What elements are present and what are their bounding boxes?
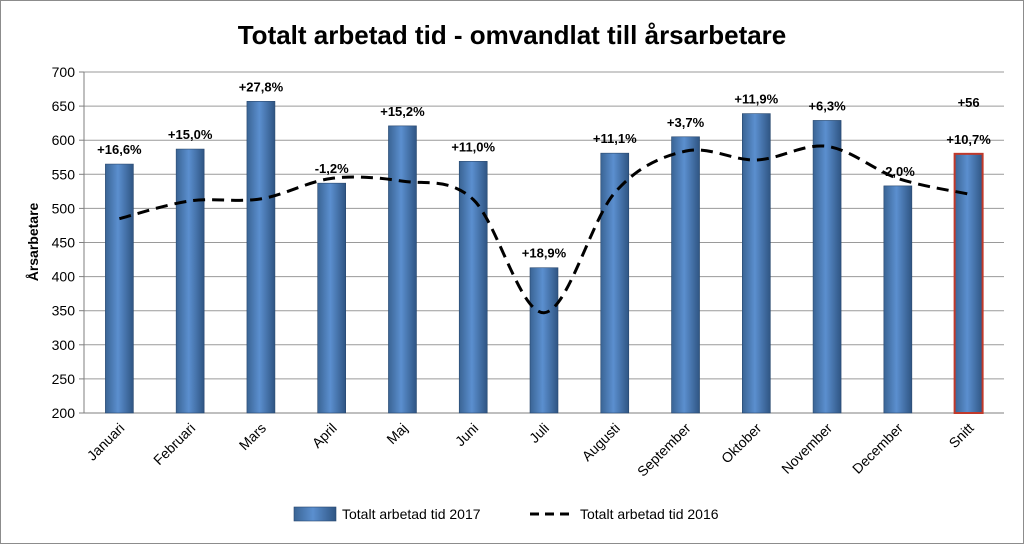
bar-maj <box>388 125 417 414</box>
bar-april <box>317 182 346 414</box>
data-label: -1,2% <box>315 161 349 176</box>
bar-december <box>883 185 913 414</box>
y-tick-label: 650 <box>52 98 76 114</box>
x-tick-label: Juni <box>452 420 481 449</box>
x-tick-label: Snitt <box>946 420 977 451</box>
data-label: +15,2% <box>380 104 425 119</box>
data-label: +27,8% <box>239 79 284 94</box>
y-tick-label: 200 <box>52 405 76 421</box>
data-label: -2,0% <box>881 164 915 179</box>
x-tick-label: April <box>309 420 340 451</box>
data-label: +3,7% <box>667 115 705 130</box>
x-tick-label: November <box>778 420 835 477</box>
data-label: +10,7% <box>946 132 991 147</box>
bar-februari <box>175 148 205 414</box>
y-tick-label: 400 <box>52 269 76 285</box>
bar-januari <box>105 163 134 414</box>
data-label: +11,1% <box>593 131 637 146</box>
data-label: +11,0% <box>451 139 495 154</box>
y-tick-label: 550 <box>52 166 76 182</box>
y-tick-label: 250 <box>52 371 76 387</box>
data-label: +6,3% <box>808 98 846 113</box>
data-label: +15,0% <box>168 127 213 142</box>
y-axis-label: Årsarbetare <box>25 202 41 281</box>
y-tick-label: 350 <box>52 303 76 319</box>
y-tick-label: 500 <box>52 200 76 216</box>
data-label: +16,6% <box>97 142 142 157</box>
x-tick-label: December <box>849 420 906 477</box>
legend-swatch-2017 <box>293 506 337 522</box>
x-tick-label: Maj <box>383 420 410 447</box>
bar-snitt <box>953 152 984 414</box>
y-tick-label: 300 <box>52 337 76 353</box>
chart-title: Totalt arbetad tid - omvandlat till årsa… <box>238 20 787 50</box>
x-tick-label: Oktober <box>718 420 765 467</box>
x-tick-label: Mars <box>236 420 269 453</box>
x-tick-label: Februari <box>150 420 198 468</box>
data-label-extra: +56 <box>958 95 980 110</box>
bar-augusti <box>600 152 630 414</box>
y-tick-label: 600 <box>52 132 76 148</box>
y-tick-label: 700 <box>52 64 76 80</box>
legend-label-2016: Totalt arbetad tid 2016 <box>580 506 719 522</box>
data-label: +11,9% <box>734 92 778 107</box>
bar-juli <box>529 267 559 414</box>
bar-juni <box>458 161 488 414</box>
bar-september <box>671 136 700 414</box>
x-tick-label: September <box>634 420 694 480</box>
x-tick-label: Januari <box>84 420 128 464</box>
bar-mars <box>246 101 276 414</box>
legend-label-2017: Totalt arbetad tid 2017 <box>342 506 481 522</box>
x-tick-label: Juli <box>526 420 552 446</box>
line-2016 <box>119 144 969 315</box>
x-tick-label: Augusti <box>579 420 623 464</box>
bar-oktober <box>742 113 771 414</box>
data-label: +18,9% <box>522 246 567 261</box>
bar-november <box>812 120 842 414</box>
y-tick-label: 450 <box>52 235 76 251</box>
